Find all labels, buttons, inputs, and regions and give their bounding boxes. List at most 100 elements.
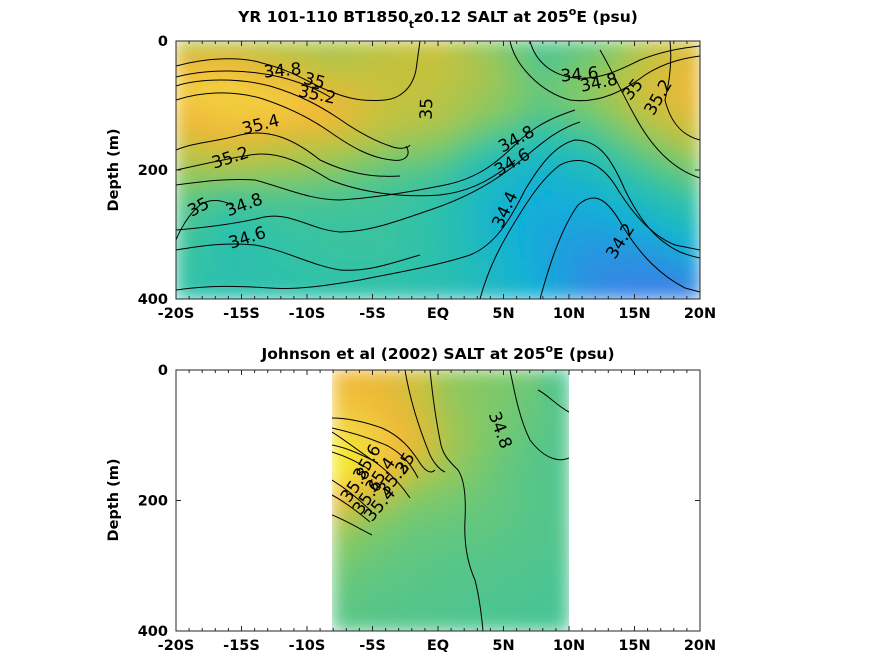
heatmap-cell	[515, 201, 531, 210]
heatmap-cell	[401, 558, 413, 567]
heatmap-cell	[253, 240, 269, 249]
heatmap-cell	[358, 272, 374, 281]
heatmap-cell	[502, 65, 518, 75]
heatmap-cell	[384, 278, 400, 288]
heatmap-cell	[633, 246, 649, 255]
heatmap-cell	[528, 519, 541, 528]
heatmap-cell	[440, 558, 453, 567]
heatmap-cell	[430, 564, 443, 574]
heatmap-cell	[548, 479, 561, 489]
heatmap-cell	[489, 571, 502, 580]
heatmap-cell	[594, 240, 610, 249]
heatmap-cell	[391, 551, 403, 561]
heatmap-cell	[253, 272, 269, 281]
heatmap-cell	[646, 259, 662, 268]
heatmap-cell	[319, 162, 335, 171]
heatmap-cell	[345, 111, 361, 120]
contour-35.4-low	[332, 479, 373, 513]
heatmap-cell	[620, 117, 636, 126]
y-tick-label: 0	[158, 363, 168, 379]
heatmap-cell	[410, 512, 423, 521]
heatmap-cell	[253, 78, 269, 88]
heatmap-cell	[430, 577, 443, 587]
heatmap-cell	[633, 265, 649, 275]
heatmap-cell	[672, 59, 688, 68]
heatmap-cell	[342, 623, 354, 631]
heatmap-cell	[391, 532, 403, 541]
heatmap-cell	[381, 519, 394, 528]
heatmap-cell	[345, 188, 361, 197]
heatmap-cell	[685, 220, 700, 229]
heatmap-cell	[227, 246, 243, 255]
heatmap-cell	[253, 194, 269, 204]
heatmap-cell	[440, 590, 453, 600]
heatmap-cell	[620, 85, 636, 94]
heatmap-cell	[528, 85, 544, 94]
heatmap-cell	[342, 564, 354, 574]
heatmap-cell	[502, 207, 518, 217]
heatmap-cell	[541, 278, 557, 288]
heatmap-cell	[227, 72, 243, 81]
y-tick-label: 200	[138, 163, 168, 179]
heatmap-cell	[538, 434, 551, 443]
heatmap-cell	[266, 59, 282, 68]
heatmap-cell	[489, 214, 505, 223]
heatmap-cell	[509, 486, 521, 495]
heatmap-cell	[240, 85, 256, 94]
heatmap-cell	[685, 91, 700, 101]
heatmap-cell	[476, 175, 492, 184]
heatmap-cell	[440, 408, 453, 417]
heatmap-cell	[214, 285, 230, 294]
heatmap-cell	[214, 162, 230, 171]
heatmap-cell	[528, 558, 541, 567]
heatmap-cell	[371, 525, 384, 535]
heatmap-cell	[672, 123, 688, 133]
heatmap-cell	[253, 201, 269, 210]
contour-34.6-bottom	[176, 243, 421, 271]
heatmap-cell	[489, 272, 505, 281]
heatmap-cell	[476, 201, 492, 210]
heatmap-cell	[371, 265, 387, 275]
heatmap-cell	[568, 233, 584, 242]
heatmap-cell	[518, 571, 531, 580]
heatmap-cell	[685, 85, 700, 94]
heatmap-cell	[391, 545, 403, 554]
heatmap-cell	[384, 98, 400, 107]
heatmap-cell	[253, 265, 269, 275]
heatmap-cell	[528, 252, 544, 262]
heatmap-cell	[253, 59, 269, 68]
heatmap-cell	[581, 149, 597, 159]
heatmap-cell	[554, 156, 570, 165]
heatmap-cell	[361, 571, 374, 580]
heatmap-cell	[450, 473, 462, 482]
heatmap-cell	[633, 41, 649, 49]
heatmap-cell	[502, 214, 518, 223]
heatmap-cell	[646, 233, 662, 242]
heatmap-cell	[469, 408, 482, 417]
heatmap-cell	[306, 291, 322, 299]
heatmap-cell	[489, 421, 502, 430]
heatmap-cell	[214, 259, 230, 268]
heatmap-cell	[554, 278, 570, 288]
heatmap-cell	[450, 427, 462, 437]
heatmap-cell	[450, 519, 462, 528]
heatmap-cell	[201, 259, 217, 268]
heatmap-cell	[554, 201, 570, 210]
heatmap-cell	[437, 214, 453, 223]
heatmap-cell	[437, 220, 453, 229]
heatmap-cell	[685, 188, 700, 197]
heatmap-cell	[440, 623, 453, 631]
heatmap-cell	[515, 130, 531, 139]
heatmap-cell	[528, 447, 541, 456]
heatmap-cell	[548, 382, 561, 391]
heatmap-cell	[476, 272, 492, 281]
heatmap-cell	[499, 551, 511, 561]
heatmap-cell	[423, 181, 439, 191]
heatmap-cell	[227, 272, 243, 281]
heatmap-cell	[581, 111, 597, 120]
heatmap-cell	[342, 545, 354, 554]
heatmap-cell	[459, 590, 472, 600]
heatmap-cell	[463, 136, 479, 146]
heatmap-cell	[463, 188, 479, 197]
heatmap-cell	[306, 227, 322, 236]
